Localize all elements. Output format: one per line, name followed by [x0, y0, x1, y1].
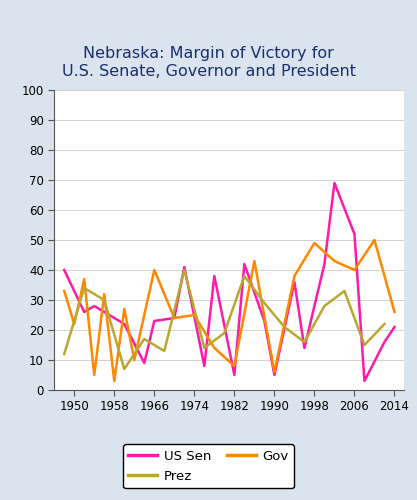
Legend: US Sen, Prez, Gov: US Sen, Prez, Gov — [123, 444, 294, 488]
Text: Nebraska: Margin of Victory for
U.S. Senate, Governor and President: Nebraska: Margin of Victory for U.S. Sen… — [61, 46, 356, 78]
